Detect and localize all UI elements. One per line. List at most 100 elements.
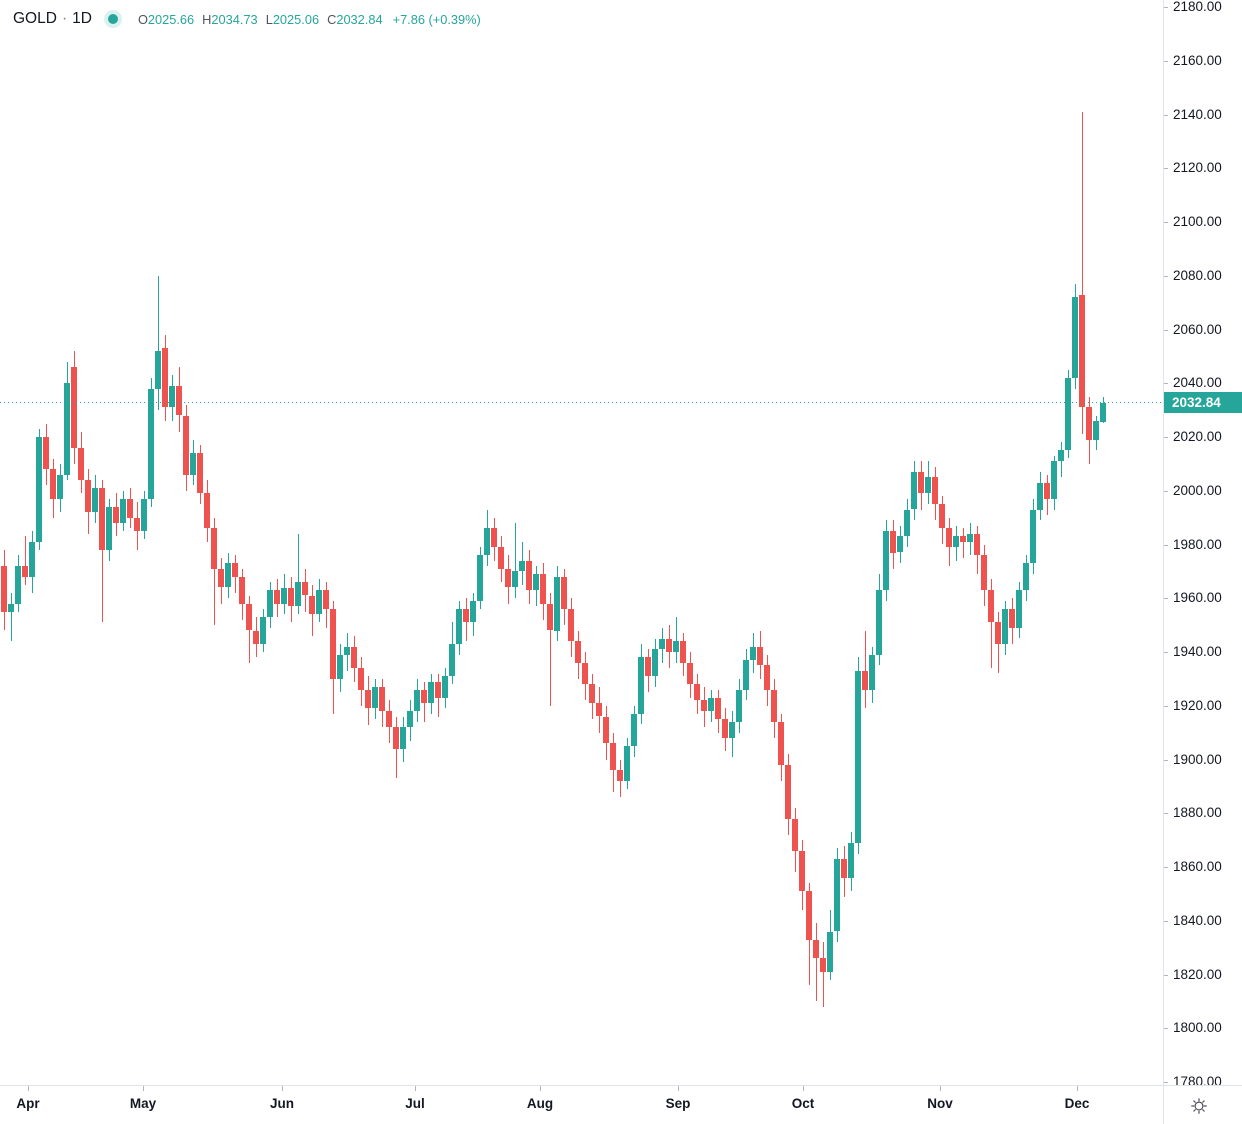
time-tick-mark (803, 1086, 804, 1091)
candle-body (435, 681, 441, 698)
candle-body (1065, 377, 1071, 451)
candle-body (547, 603, 553, 631)
candle-body (169, 385, 175, 408)
candle-body (1023, 563, 1029, 591)
axis-vertical-separator (1163, 0, 1164, 1124)
candle-body (8, 603, 14, 612)
price-tick-label: 2120.00 (1173, 160, 1222, 176)
candle-body (596, 703, 602, 717)
price-tick-mark (1164, 222, 1168, 223)
candle-body (428, 681, 434, 704)
candle-body (295, 582, 301, 607)
candle-body (470, 600, 476, 623)
candle-body (211, 528, 217, 569)
price-tick-mark (1164, 114, 1168, 116)
low-value: L2025.06 (265, 11, 320, 27)
candle-body (659, 638, 665, 650)
close-value: C2032.84 (327, 11, 383, 27)
candle-body (862, 670, 868, 690)
candle-body (568, 609, 574, 642)
candle-body (85, 480, 91, 513)
price-tick-mark (1164, 329, 1168, 331)
candle-body (540, 574, 546, 604)
chart-canvas[interactable]: GOLD · 1D O2025.66 H2034.73 L2025.06 C20… (0, 0, 1163, 1085)
candle-body (246, 603, 252, 631)
price-tick-label: 2080.00 (1173, 267, 1222, 283)
last-price-label: 2032.84 (1163, 392, 1242, 413)
candle-body (603, 716, 609, 744)
candle-body (64, 383, 70, 475)
time-tick-label: Sep (665, 1096, 691, 1111)
time-tick-mark (940, 1086, 941, 1091)
candle-body (43, 437, 49, 470)
candle-body (302, 582, 308, 596)
price-tick-mark (1164, 867, 1168, 868)
time-tick-label: May (129, 1096, 157, 1111)
candle-body (442, 676, 448, 698)
time-tick-mark (143, 1086, 144, 1091)
candle-body (715, 697, 721, 720)
price-tick-mark (1164, 383, 1168, 385)
candle-body (232, 563, 238, 577)
price-tick-mark (1164, 974, 1168, 976)
candle-body (673, 641, 679, 653)
price-tick-label: 2000.00 (1173, 482, 1222, 498)
candle-body (449, 643, 455, 677)
candle-body (778, 721, 784, 765)
candle-body (148, 388, 154, 499)
candle-body (701, 700, 707, 712)
scale-settings-button[interactable] (1190, 1097, 1208, 1115)
candle-body (680, 641, 686, 663)
candle-body (71, 367, 77, 448)
candle-wick (298, 533, 299, 615)
time-tick-label: Jul (405, 1096, 425, 1111)
time-tick-label: Nov (927, 1096, 953, 1111)
time-tick-mark (678, 1086, 679, 1091)
candle-body (106, 506, 112, 550)
candle-body (582, 662, 588, 685)
candle-body (190, 453, 196, 475)
candle-body (526, 560, 532, 591)
candle-body (253, 630, 259, 644)
candle-body (281, 587, 287, 604)
candle-body (309, 595, 315, 615)
interval-label[interactable]: 1D (72, 10, 92, 27)
candle-body (1086, 407, 1092, 440)
candle-body (1016, 590, 1022, 628)
time-tick-label: Dec (1064, 1096, 1090, 1111)
candle-body (183, 415, 189, 475)
candle-body (393, 727, 399, 749)
candle-body (883, 531, 889, 591)
legend-separator: · (61, 10, 68, 27)
price-tick-label: 1900.00 (1173, 751, 1222, 767)
time-tick-mark (540, 1086, 541, 1091)
candle-body (1100, 402, 1106, 422)
candle-body (463, 609, 469, 623)
candle-body (904, 509, 910, 537)
candle-body (1072, 297, 1078, 378)
symbol-name[interactable]: GOLD (13, 10, 57, 27)
candle-body (176, 385, 182, 416)
price-tick-label: 1920.00 (1173, 697, 1222, 713)
time-axis[interactable]: Apr May Jun Jul Aug Sep Oct Nov Dec (0, 1086, 1163, 1124)
axis-corner (1164, 1086, 1242, 1124)
candle-body (1037, 482, 1043, 510)
price-axis[interactable]: 2032.84 2180.00 2160.00 2140.00 2120.00 2100… (1163, 0, 1242, 1089)
open-value: O2025.66 (137, 11, 195, 27)
candle-body (120, 498, 126, 523)
candle-body (197, 453, 203, 494)
price-tick-mark (1164, 705, 1168, 707)
time-tick-mark (282, 1086, 283, 1091)
candle-body (694, 684, 700, 701)
axis-horizontal-separator (0, 1085, 1242, 1086)
price-tick-label: 1960.00 (1173, 590, 1222, 606)
candle-body (512, 571, 518, 588)
candle-body (421, 689, 427, 703)
price-tick-label: 1880.00 (1173, 805, 1222, 821)
candle-body (855, 670, 861, 843)
candle-wick (25, 536, 26, 585)
candle-body (834, 858, 840, 932)
candle-body (722, 719, 728, 738)
candle-wick (1082, 111, 1083, 435)
